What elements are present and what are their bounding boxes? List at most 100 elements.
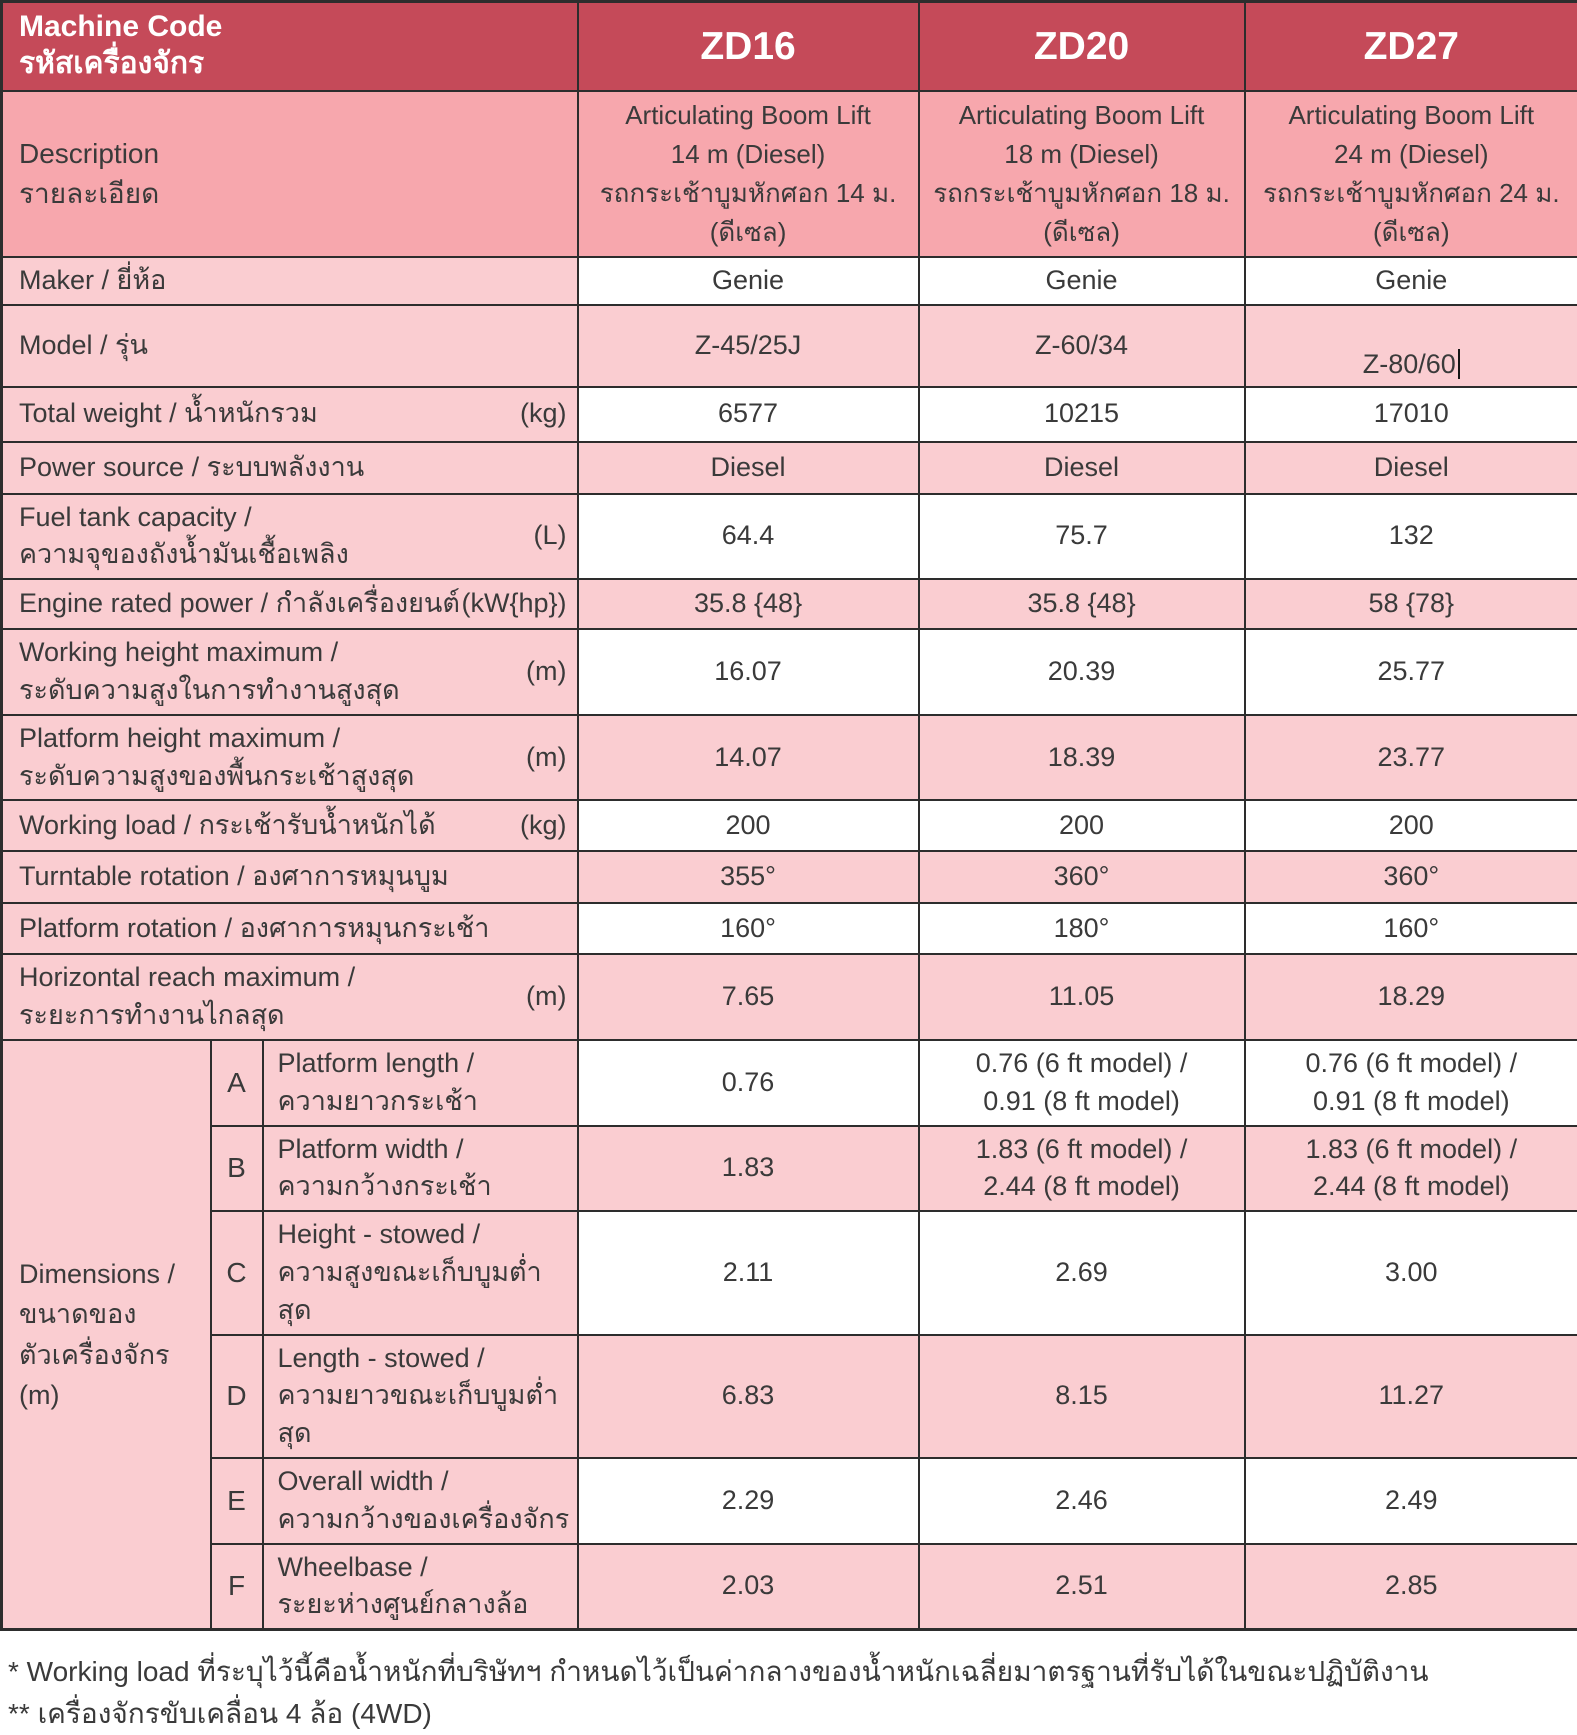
value-zd20: 35.8 {48} bbox=[919, 579, 1245, 629]
value-zd16: 0.76 bbox=[578, 1040, 919, 1126]
value-zd27: 1.83 (6 ft model) / 2.44 (8 ft model) bbox=[1245, 1126, 1577, 1212]
row-label: Working load / กระเช้ารับน้ำหนักได้ bbox=[19, 807, 565, 845]
dimension-row-a: Dimensions / ขนาดของ ตัวเครื่องจักร (m) … bbox=[2, 1040, 1577, 1126]
value-zd16: 6.83 bbox=[578, 1335, 919, 1458]
spec-row-platform-height: Platform height maximum / ระดับความสูงขอ… bbox=[2, 715, 1577, 801]
machine-code-title-th: รหัสเครื่องจักร bbox=[19, 46, 567, 83]
dimension-row-e: E Overall width / ความกว้างของเครื่องจัก… bbox=[2, 1458, 1577, 1544]
machine-code-header: Machine Code รหัสเครื่องจักร bbox=[2, 2, 578, 92]
description-label-cell: Description รายละเอียด bbox=[2, 91, 578, 257]
row-label-cell: Horizontal reach maximum / ระยะการทำงานไ… bbox=[2, 954, 578, 1040]
dimension-row-d: D Length - stowed / ความยาวขณะเก็บบูมต่ำ… bbox=[2, 1335, 1577, 1458]
value-zd16: 160° bbox=[578, 903, 919, 954]
row-label: Maker / ยี่ห้อ bbox=[19, 262, 565, 300]
row-unit: (m) bbox=[526, 739, 566, 777]
row-label: Total weight / น้ำหนักรวม bbox=[19, 395, 565, 433]
footnote-4wd: ** เครื่องจักรขับเคลื่อน 4 ล้อ (4WD) bbox=[8, 1693, 1567, 1735]
description-value-zd20: Articulating Boom Lift 18 m (Diesel) รถก… bbox=[919, 91, 1245, 257]
row-label-cell: Engine rated power / กำลังเครื่องยนต์ (k… bbox=[2, 579, 578, 629]
value-zd16: 355° bbox=[578, 851, 919, 903]
value-zd27: 200 bbox=[1245, 800, 1577, 851]
value-zd16: 2.11 bbox=[578, 1211, 919, 1334]
column-header-zd20: ZD20 bbox=[919, 2, 1245, 92]
dimension-row-c: C Height - stowed / ความสูงขณะเก็บบูมต่ำ… bbox=[2, 1211, 1577, 1334]
row-unit: (kg) bbox=[520, 807, 567, 845]
dimension-sublabel: Length - stowed / ความยาวขณะเก็บบูมต่ำสุ… bbox=[263, 1335, 578, 1458]
row-label-cell: Working load / กระเช้ารับน้ำหนักได้ (kg) bbox=[2, 800, 578, 851]
dimension-letter: B bbox=[211, 1126, 263, 1212]
spec-row-maker: Maker / ยี่ห้อ Genie Genie Genie bbox=[2, 257, 1577, 305]
dimensions-label-cell: Dimensions / ขนาดของ ตัวเครื่องจักร (m) bbox=[2, 1040, 211, 1630]
value-zd16: Diesel bbox=[578, 442, 919, 494]
value-zd27: 11.27 bbox=[1245, 1335, 1577, 1458]
dimension-letter: D bbox=[211, 1335, 263, 1458]
dimension-sublabel: Platform width / ความกว้างกระเช้า bbox=[263, 1126, 578, 1212]
dimension-letter: E bbox=[211, 1458, 263, 1544]
spec-row-turntable-rotation: Turntable rotation / องศาการหมุนบูม 355°… bbox=[2, 851, 1577, 903]
dimension-row-b: B Platform width / ความกว้างกระเช้า 1.83… bbox=[2, 1126, 1577, 1212]
description-row: Description รายละเอียด Articulating Boom… bbox=[2, 91, 1577, 257]
value-zd27: 23.77 bbox=[1245, 715, 1577, 801]
footnote-working-load: * Working load ที่ระบุไว้นี้คือน้ำหนักที… bbox=[8, 1651, 1567, 1693]
row-label-cell: Platform rotation / องศาการหมุนกระเช้า bbox=[2, 903, 578, 954]
value-zd20: Diesel bbox=[919, 442, 1245, 494]
row-label-cell: Model / รุ่น bbox=[2, 305, 578, 387]
row-label-cell: Turntable rotation / องศาการหมุนบูม bbox=[2, 851, 578, 903]
row-unit: (kg) bbox=[520, 395, 567, 433]
dimension-sublabel: Wheelbase / ระยะห่างศูนย์กลางล้อ bbox=[263, 1544, 578, 1630]
value-zd16: Genie bbox=[578, 257, 919, 305]
row-unit: (m) bbox=[526, 978, 566, 1016]
dimension-row-f: F Wheelbase / ระยะห่างศูนย์กลางล้อ 2.03 … bbox=[2, 1544, 1577, 1630]
spec-row-horizontal-reach: Horizontal reach maximum / ระยะการทำงานไ… bbox=[2, 954, 1577, 1040]
value-zd20: Z-60/34 bbox=[919, 305, 1245, 387]
value-zd20: Genie bbox=[919, 257, 1245, 305]
spec-row-engine-power: Engine rated power / กำลังเครื่องยนต์ (k… bbox=[2, 579, 1577, 629]
value-zd16: 200 bbox=[578, 800, 919, 851]
value-zd16: 16.07 bbox=[578, 629, 919, 715]
value-zd16: Z-45/25J bbox=[578, 305, 919, 387]
value-zd27: 360° bbox=[1245, 851, 1577, 903]
value-zd27: Diesel bbox=[1245, 442, 1577, 494]
description-value-zd16: Articulating Boom Lift 14 m (Diesel) รถก… bbox=[578, 91, 919, 257]
row-label: Power source / ระบบพลังงาน bbox=[19, 449, 565, 487]
value-zd16: 35.8 {48} bbox=[578, 579, 919, 629]
spec-row-working-height: Working height maximum / ระดับความสูงในก… bbox=[2, 629, 1577, 715]
column-header-zd27: ZD27 bbox=[1245, 2, 1577, 92]
row-label: Horizontal reach maximum / ระยะการทำงานไ… bbox=[19, 959, 565, 1035]
dimension-letter: C bbox=[211, 1211, 263, 1334]
machine-spec-table: Machine Code รหัสเครื่องจักร ZD16 ZD20 Z… bbox=[0, 0, 1577, 1631]
value-zd20: 2.46 bbox=[919, 1458, 1245, 1544]
description-value-zd27: Articulating Boom Lift 24 m (Diesel) รถก… bbox=[1245, 91, 1577, 257]
value-zd27: 58 {78} bbox=[1245, 579, 1577, 629]
model-zd27-text: Z-80/60 bbox=[1363, 349, 1456, 379]
value-zd16: 7.65 bbox=[578, 954, 919, 1040]
value-zd20: 0.76 (6 ft model) / 0.91 (8 ft model) bbox=[919, 1040, 1245, 1126]
value-zd16: 2.29 bbox=[578, 1458, 919, 1544]
row-label: Fuel tank capacity / ความจุของถังน้ำมันเ… bbox=[19, 499, 565, 575]
row-label: Turntable rotation / องศาการหมุนบูม bbox=[19, 858, 565, 896]
value-zd27: 160° bbox=[1245, 903, 1577, 954]
value-zd16: 2.03 bbox=[578, 1544, 919, 1630]
value-zd27: 3.00 bbox=[1245, 1211, 1577, 1334]
spec-row-model: Model / รุ่น Z-45/25J Z-60/34 Z-80/60 bbox=[2, 305, 1577, 387]
value-zd16: 64.4 bbox=[578, 494, 919, 580]
row-unit: (kW{hp}) bbox=[461, 585, 566, 623]
spec-row-working-load: Working load / กระเช้ารับน้ำหนักได้ (kg)… bbox=[2, 800, 1577, 851]
row-unit: (m) bbox=[526, 653, 566, 691]
value-zd27-editing[interactable]: Z-80/60 bbox=[1245, 305, 1577, 387]
value-zd20: 2.51 bbox=[919, 1544, 1245, 1630]
dimension-letter: A bbox=[211, 1040, 263, 1126]
row-label: Platform height maximum / ระดับความสูงขอ… bbox=[19, 720, 565, 796]
footnotes: * Working load ที่ระบุไว้นี้คือน้ำหนักที… bbox=[0, 1631, 1577, 1735]
row-label-cell: Working height maximum / ระดับความสูงในก… bbox=[2, 629, 578, 715]
row-label-cell: Platform height maximum / ระดับความสูงขอ… bbox=[2, 715, 578, 801]
dimension-sublabel: Height - stowed / ความสูงขณะเก็บบูมต่ำสุ… bbox=[263, 1211, 578, 1334]
description-label: Description รายละเอียด bbox=[19, 134, 567, 215]
value-zd20: 20.39 bbox=[919, 629, 1245, 715]
value-zd27: 2.49 bbox=[1245, 1458, 1577, 1544]
value-zd27: 0.76 (6 ft model) / 0.91 (8 ft model) bbox=[1245, 1040, 1577, 1126]
spec-row-fuel-tank: Fuel tank capacity / ความจุของถังน้ำมันเ… bbox=[2, 494, 1577, 580]
value-zd16: 6577 bbox=[578, 387, 919, 442]
spec-row-total-weight: Total weight / น้ำหนักรวม (kg) 6577 1021… bbox=[2, 387, 1577, 442]
